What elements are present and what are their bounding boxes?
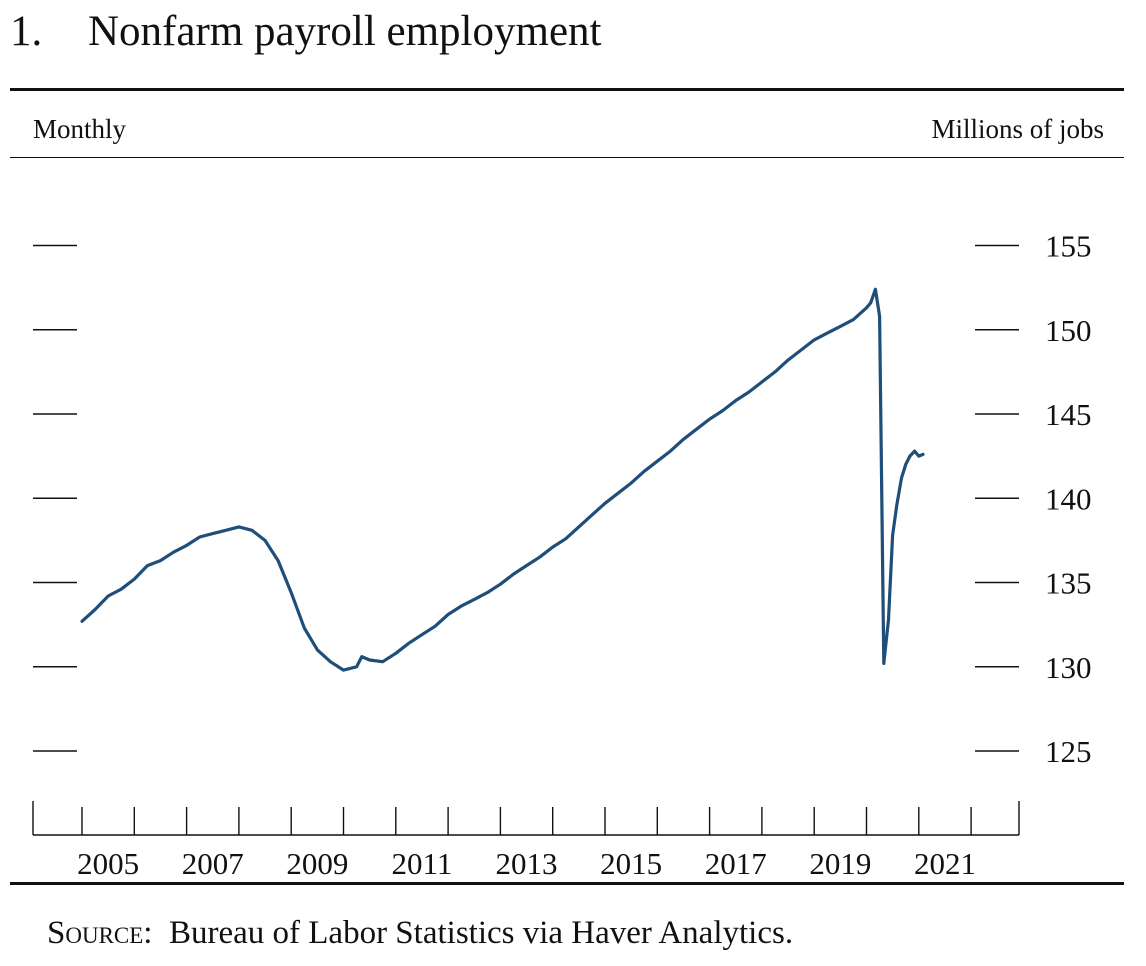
x-tick-label-2021: 2021 — [914, 846, 976, 880]
figure-number: 1. — [10, 8, 43, 55]
y-tick-label-150: 150 — [1045, 313, 1092, 348]
top-rule — [10, 88, 1124, 91]
figure-title-text: Nonfarm payroll employment — [88, 8, 602, 55]
source-label: Source: — [47, 915, 153, 951]
y-tick-label-125: 125 — [1045, 734, 1092, 769]
y-tick-label-145: 145 — [1045, 397, 1092, 432]
x-tick-label-2007: 2007 — [182, 846, 244, 880]
x-tick-label-2015: 2015 — [600, 846, 662, 880]
x-tick-label-2009: 2009 — [286, 846, 348, 880]
figure-title: 1. Nonfarm payroll employment — [10, 6, 601, 58]
y-tick-label-155: 155 — [1045, 229, 1092, 264]
y-tick-label-140: 140 — [1045, 481, 1092, 516]
frequency-label: Monthly — [33, 114, 127, 144]
bottom-rule — [10, 882, 1124, 885]
right-tick-marks — [975, 244, 1019, 752]
source-text: Bureau of Labor Statistics via Haver Ana… — [168, 915, 794, 951]
x-tick-labels: 2005 2007 2009 2011 2013 2015 2017 2019 2021 — [77, 846, 976, 880]
y-tick-labels: 125 130 135 140 145 150 155 — [1045, 229, 1092, 770]
x-tick-label-2005: 2005 — [77, 846, 139, 880]
y-tick-label-130: 130 — [1045, 650, 1092, 685]
x-tick-label-2019: 2019 — [809, 846, 871, 880]
series-line-payroll — [80, 287, 925, 672]
header-rule — [10, 157, 1124, 158]
y-tick-label-135: 135 — [1045, 566, 1092, 601]
x-tick-label-2017: 2017 — [705, 846, 767, 880]
left-tick-marks — [33, 244, 77, 752]
x-tick-label-2011: 2011 — [392, 846, 453, 880]
x-axis — [32, 801, 1020, 836]
x-tick-label-2013: 2013 — [496, 846, 558, 880]
source-note: Source: Bureau of Labor Statistics via H… — [47, 915, 793, 952]
units-label: Millions of jobs — [931, 114, 1104, 144]
